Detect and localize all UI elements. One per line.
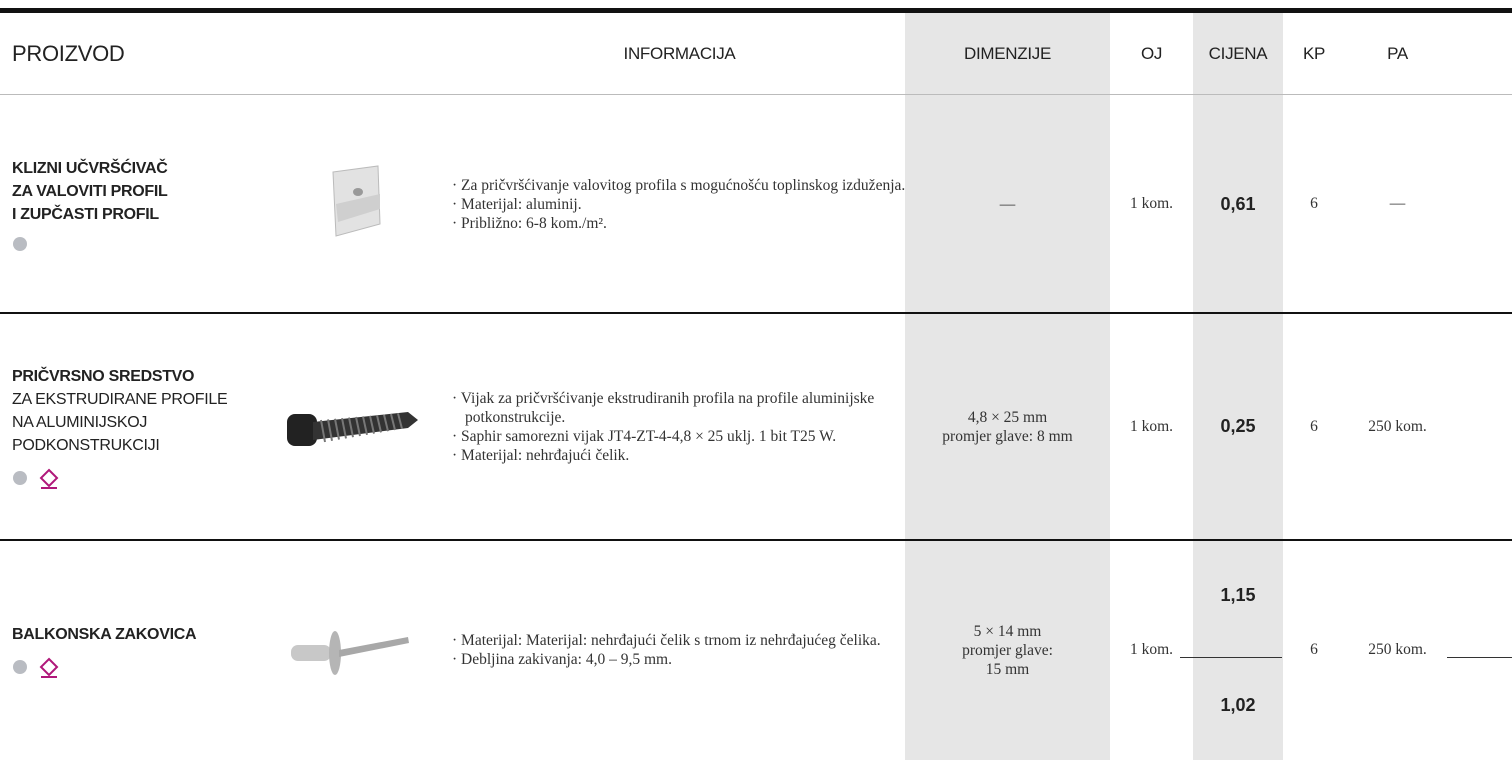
price: 0,61	[1220, 193, 1256, 214]
info-item: · Za pričvršćivanje valovitog profila s …	[452, 176, 906, 194]
dimensions: 5 × 14 mm promjer glave: 15 mm	[905, 540, 1110, 760]
dimension-line: 5 × 14 mm	[973, 622, 1042, 640]
header-cell: PROIZVOD	[12, 41, 125, 66]
info: · Materijal: Materijal: nehrđajući čelik…	[452, 540, 907, 760]
unit: 1 kom.	[1129, 417, 1174, 435]
info-item: · Debljina zakivanja: 4,0 – 9,5 mm.	[452, 651, 672, 668]
dimensions: —	[905, 95, 1110, 313]
pa: —	[1389, 195, 1406, 212]
name-bold: BALKONSKA ZAKOVICA	[12, 625, 197, 643]
header-cell: KP	[1302, 44, 1326, 63]
info-item: · Saphir samorezni vijak JT4-ZT-4-4,8 × …	[452, 427, 837, 445]
name-regular: ZA EKSTRUDIRANE PROFILE	[12, 390, 228, 408]
top-rule	[0, 8, 1512, 13]
price: 1,02	[1220, 694, 1256, 715]
info-item: · Materijal: nehrđajući čelik.	[452, 446, 630, 464]
header-cell: OJ	[1140, 44, 1163, 63]
product-name: PRIČVRSNO SREDSTVO ZA EKSTRUDIRANE PROFIL…	[12, 313, 252, 540]
price: 0,25	[1220, 416, 1256, 436]
pa-cell: 250 kom.	[1345, 540, 1450, 760]
kp: 6	[1310, 417, 1318, 435]
unit: 1 kom.	[1129, 641, 1174, 658]
dimensions: 4,8 × 25 mm promjer glave: 8 mm	[905, 313, 1110, 540]
info-item: · Vijak za pričvršćivanje ekstrudiranih …	[452, 389, 875, 426]
header-cell: DIMENZIJE	[963, 44, 1052, 63]
unit-cell: 1 kom.	[1110, 313, 1193, 540]
price-cell: 0,25	[1193, 313, 1283, 540]
name-regular: PODKONSTRUKCIJI	[12, 436, 160, 454]
header-cell: CIJENA	[1208, 44, 1268, 63]
header-rule	[0, 94, 1512, 95]
pa-cell: 250 kom.	[1345, 313, 1450, 540]
price: 1,15	[1220, 584, 1256, 605]
icons	[12, 467, 252, 489]
row-rule	[0, 312, 1512, 314]
kp-cell: 6	[1283, 540, 1345, 760]
kp-cell: 6	[1283, 95, 1345, 313]
info-item: · Materijal: Materijal: nehrđajući čelik…	[452, 632, 881, 649]
shade-dimensions	[905, 13, 1110, 760]
name-bold: I ZUPČASTI PROFIL	[12, 205, 159, 223]
product-name: KLIZNI UČVRŠĆIVAČ ZA VALOVITI PROFIL I ZUP…	[12, 95, 252, 313]
product-image	[255, 313, 450, 540]
name-regular: NA ALUMINIJSKOJ	[12, 413, 148, 431]
kp: 6	[1310, 195, 1318, 212]
dimension-line: promjer glave:	[962, 641, 1053, 659]
icons	[12, 236, 252, 252]
row-rule	[0, 539, 1512, 541]
kp-cell: 6	[1283, 313, 1345, 540]
info: · Za pričvršćivanje valovitog profila s …	[452, 95, 907, 313]
color-dot	[13, 470, 27, 485]
icons	[12, 656, 252, 678]
dimension-line: promjer glave: 8 mm	[942, 427, 1073, 445]
header-cell: INFORMACIJA	[623, 44, 736, 63]
info: · Vijak za pričvršćivanje ekstrudiranih …	[452, 313, 907, 540]
header-cell: PA	[1387, 44, 1408, 63]
pa-cell: —	[1345, 95, 1450, 313]
unit-cell: 1 kom.	[1110, 95, 1193, 313]
price-split	[1447, 657, 1512, 658]
name-bold: KLIZNI UČVRŠĆIVAČ	[12, 159, 168, 177]
color-dot	[13, 659, 27, 674]
name-bold: ZA VALOVITI PROFIL	[12, 182, 168, 200]
diamond-icon[interactable]	[38, 656, 60, 678]
color-dot	[13, 236, 27, 251]
diamond-icon[interactable]	[38, 467, 60, 489]
unit: 1 kom.	[1129, 195, 1174, 212]
info-item: · Približno: 6-8 kom./m².	[452, 214, 607, 232]
info-item: · Materijal: aluminij.	[452, 195, 582, 213]
name-bold: PRIČVRSNO SREDSTVO	[12, 367, 195, 385]
unit-cell: 1 kom.	[1110, 540, 1193, 760]
dimension-line: 15 mm	[985, 660, 1030, 678]
product-image	[255, 95, 450, 313]
price-split	[1180, 657, 1282, 658]
dimension-line: 4,8 × 25 mm	[967, 408, 1048, 426]
price-cell: 0,61	[1193, 95, 1283, 313]
price-cell: 1,15 1,02	[1193, 540, 1283, 760]
product-name: BALKONSKA ZAKOVICA	[12, 540, 252, 760]
pa: 250 kom.	[1368, 641, 1427, 658]
product-image	[255, 540, 450, 760]
kp: 6	[1310, 641, 1318, 658]
dimension-line: —	[999, 195, 1016, 213]
shade-price	[1193, 13, 1283, 760]
pa: 250 kom.	[1368, 417, 1427, 435]
